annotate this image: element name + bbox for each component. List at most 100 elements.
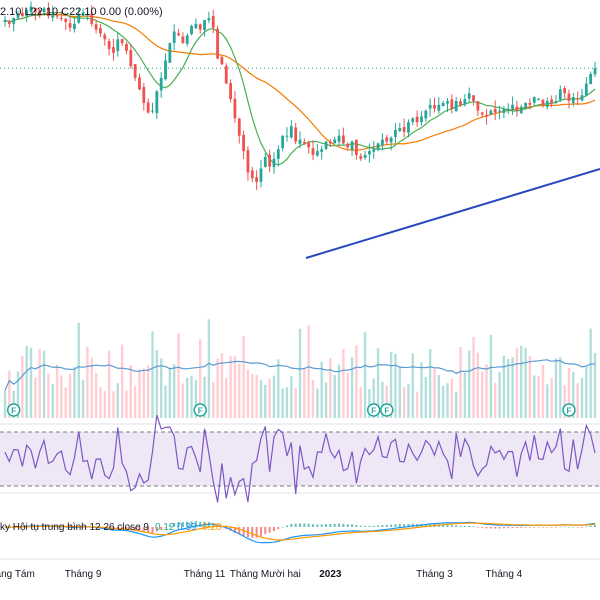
candle-body — [381, 139, 384, 146]
candle-body — [524, 102, 527, 108]
candle-body — [168, 43, 172, 63]
macd-histogram-bar — [259, 527, 262, 537]
candle-body — [255, 177, 259, 182]
volume-bar — [316, 388, 319, 418]
candle-body — [285, 135, 289, 137]
volume-bar — [359, 387, 362, 418]
macd-histogram-bar — [294, 523, 297, 527]
rsi-pane[interactable] — [0, 415, 600, 503]
volume-bar — [550, 377, 553, 418]
trendline — [305, 168, 600, 259]
volume-bar — [481, 371, 484, 418]
volume-bar — [51, 383, 54, 418]
volume-bar — [524, 347, 527, 418]
candle-body — [420, 116, 423, 123]
macd-histogram-bar — [220, 526, 223, 528]
event-marker-icon[interactable]: F — [562, 403, 576, 417]
volume-bar — [138, 369, 141, 418]
event-marker-circle — [562, 403, 576, 417]
ohlc-legend: 2.10 L22.10 C22.10 0.00 (0.00%) — [0, 6, 163, 18]
volume-bar — [177, 333, 180, 418]
macd-histogram-bar — [359, 525, 362, 527]
macd-histogram-bar — [160, 527, 163, 530]
candle-body — [593, 68, 597, 75]
macd-histogram-bar — [238, 527, 241, 535]
volume-bar — [16, 371, 20, 418]
time-axis-label: Tháng 11 — [184, 569, 226, 580]
volume-bar — [68, 373, 72, 418]
volume-bar — [181, 383, 185, 418]
macd-histogram-bar — [212, 522, 215, 527]
macd-histogram-bar — [320, 524, 323, 527]
macd-histogram-bar — [277, 527, 280, 530]
volume-bar — [411, 353, 414, 418]
event-marker-circle — [193, 403, 207, 417]
time-axis-label: Tháng 4 — [486, 569, 523, 580]
candle-body — [112, 47, 115, 53]
macd-histogram-bar — [168, 524, 171, 527]
event-marker-label: F — [567, 407, 572, 416]
volume-bar — [129, 365, 133, 418]
candle-body — [116, 39, 120, 52]
macd-histogram-bar — [463, 525, 466, 527]
event-marker-icon[interactable]: F — [380, 403, 394, 417]
rsi-line — [4, 415, 596, 503]
macd-histogram-bar — [450, 525, 453, 527]
candle-body — [142, 87, 146, 103]
macd-histogram-bar — [394, 524, 397, 527]
candle-body — [203, 20, 206, 31]
macd-histogram-bar — [524, 527, 527, 528]
event-marker-label: F — [371, 407, 376, 416]
macd-histogram-bar — [194, 521, 197, 527]
macd-histogram-bar — [572, 526, 575, 528]
macd-histogram-bar — [329, 523, 332, 527]
candle-body — [424, 110, 428, 119]
volume-bar — [407, 384, 410, 418]
volume-bar — [290, 376, 293, 418]
candle-body — [563, 88, 567, 94]
volume-bar — [164, 385, 167, 418]
event-marker-icon[interactable]: F — [6, 403, 21, 417]
volume-bar — [38, 348, 41, 418]
macd-histogram-bar — [550, 527, 553, 528]
macd-histogram-bar — [368, 525, 371, 527]
event-marker-icon[interactable]: F — [193, 403, 207, 417]
macd-histogram-bar — [567, 526, 570, 528]
macd-pane[interactable] — [4, 521, 596, 544]
candle-body — [485, 114, 488, 117]
volume-bar — [494, 382, 497, 418]
macd-histogram-bar — [60, 527, 63, 528]
macd-histogram-bar — [285, 525, 288, 527]
macd-histogram-bar — [502, 527, 505, 529]
volume-bar — [259, 380, 263, 418]
macd-histogram-bar — [346, 524, 349, 527]
macd-histogram-bar — [385, 524, 388, 527]
price-pane[interactable] — [0, 1, 600, 259]
volume-bar — [428, 349, 432, 418]
volume-bar — [34, 377, 37, 418]
volume-bar — [298, 328, 302, 418]
macd-histogram-bar — [134, 527, 137, 531]
volume-bar — [454, 391, 458, 418]
macd-histogram-bar — [147, 527, 150, 533]
macd-legend: ky Hội tụ trung bình 12 26 close 9 0.12 … — [0, 522, 222, 533]
volume-bar — [216, 358, 219, 418]
macd-histogram-bar — [589, 525, 592, 527]
volume-bar — [520, 346, 523, 418]
volume-bar — [42, 350, 46, 418]
candle-body — [159, 77, 163, 91]
volume-bar — [29, 347, 33, 418]
macd-histogram-bar — [576, 527, 579, 528]
candle-body — [12, 18, 16, 24]
candle-body — [537, 99, 541, 101]
candle-body — [216, 28, 219, 59]
candle-body — [307, 142, 311, 148]
macd-histogram-bar — [468, 525, 471, 527]
volume-bar — [294, 388, 297, 418]
macd-histogram-bar — [316, 524, 319, 527]
candle-body — [576, 98, 580, 100]
event-marker-icon[interactable]: F — [367, 403, 381, 417]
volume-bar — [77, 322, 80, 418]
